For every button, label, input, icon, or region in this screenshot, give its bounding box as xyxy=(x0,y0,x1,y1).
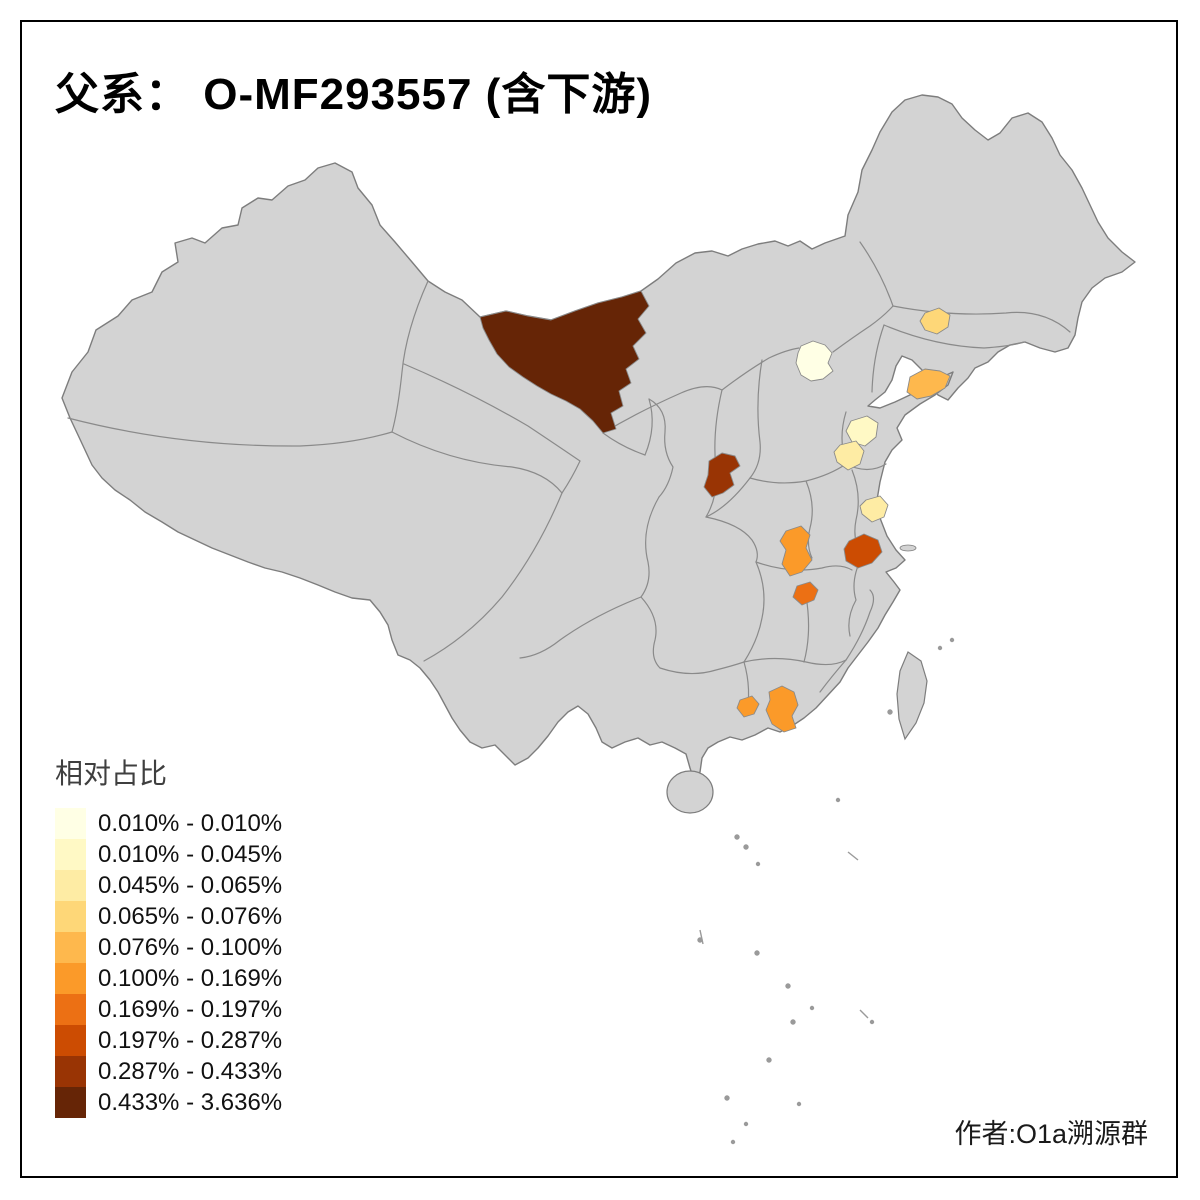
region-shandong-peninsula xyxy=(906,368,951,400)
legend-row: 0.169% - 0.197% xyxy=(55,994,282,1025)
legend-label: 0.169% - 0.197% xyxy=(98,995,283,1023)
legend-title: 相对占比 xyxy=(55,758,168,789)
legend-swatch xyxy=(55,839,86,870)
hainan-island xyxy=(666,770,714,814)
legend-swatch xyxy=(55,1025,86,1056)
taiwan-island xyxy=(896,651,928,741)
legend-label: 0.045% - 0.065% xyxy=(98,871,283,899)
region-central-hubei xyxy=(779,525,813,577)
region-central-liaoning xyxy=(919,307,951,335)
legend-swatch xyxy=(55,932,86,963)
legend-swatch xyxy=(55,963,86,994)
legend-label: 0.287% - 0.433% xyxy=(98,1057,283,1085)
region-western-inner-mongolia xyxy=(479,290,650,434)
region-northeast-hunan xyxy=(792,581,819,606)
legend-swatch xyxy=(55,808,86,839)
legend-swatch xyxy=(55,870,86,901)
legend-swatch xyxy=(55,1087,86,1118)
sea-islets xyxy=(697,637,955,1145)
region-central-jiangsu xyxy=(859,495,889,523)
legend-swatch xyxy=(55,1056,86,1087)
legend-row: 0.100% - 0.169% xyxy=(55,963,282,994)
legend-row: 0.010% - 0.010% xyxy=(55,808,282,839)
region-central-guangdong xyxy=(765,685,799,733)
legend-label: 0.010% - 0.010% xyxy=(98,809,283,837)
legend-row: 0.197% - 0.287% xyxy=(55,1025,282,1056)
region-north-central-shandong xyxy=(845,415,879,447)
region-beijing xyxy=(795,340,834,382)
region-west-central-shandong xyxy=(833,440,865,471)
page-title: 父系： O-MF293557 (含下游) xyxy=(55,70,652,119)
legend-row: 0.433% - 3.636% xyxy=(55,1087,282,1118)
legend-row: 0.065% - 0.076% xyxy=(55,901,282,932)
legend-row: 0.010% - 0.045% xyxy=(55,839,282,870)
legend-swatch xyxy=(55,901,86,932)
islands xyxy=(666,544,928,814)
choropleth-regions xyxy=(479,290,951,733)
legend-label: 0.010% - 0.045% xyxy=(98,840,283,868)
legend-label: 0.100% - 0.169% xyxy=(98,964,283,992)
province-borders xyxy=(67,241,1071,717)
legend: 相对占比 0.010% - 0.010% 0.010% - 0.045% 0.0… xyxy=(55,752,282,1118)
legend-label: 0.433% - 3.636% xyxy=(98,1088,283,1116)
legend-row: 0.287% - 0.433% xyxy=(55,1056,282,1087)
legend-label: 0.076% - 0.100% xyxy=(98,933,283,961)
legend-label: 0.197% - 0.287% xyxy=(98,1026,283,1054)
region-southwest-shanxi xyxy=(703,452,741,498)
chongming-island xyxy=(899,544,917,552)
legend-row: 0.045% - 0.065% xyxy=(55,870,282,901)
author-credit: 作者:O1a溯源群 xyxy=(954,1119,1148,1149)
region-southwest-anhui xyxy=(843,533,883,569)
legend-row: 0.076% - 0.100% xyxy=(55,932,282,963)
legend-label: 0.065% - 0.076% xyxy=(98,902,283,930)
mainland-outline xyxy=(61,94,1136,781)
region-west-guangdong xyxy=(736,695,760,718)
legend-swatch xyxy=(55,994,86,1025)
